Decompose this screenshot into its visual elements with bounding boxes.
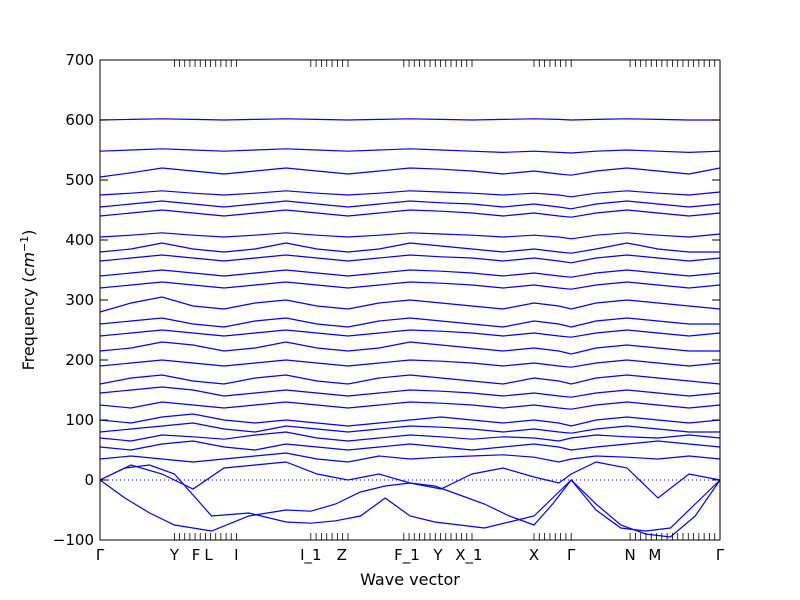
dense-tick-group-3 [403,60,473,540]
x-tick-label: F [192,546,201,564]
x-tick-label: Γ [567,546,576,564]
x-tick-label: I_1 [300,546,321,565]
x-tick-label: Z [337,546,347,564]
band-line-17 [99,281,721,290]
band-line-2 [99,464,721,532]
y-axis-label-unit: cm [19,252,38,276]
x-tick-label: I [234,546,238,564]
y-tick-label: 700 [65,51,94,69]
band-line-21 [99,232,721,240]
band-line-19 [99,254,721,264]
band-line-25 [99,167,721,178]
band-line-20 [99,242,720,254]
y-axis-label-main: Frequency ( [19,276,38,370]
x-tick-label: Y [432,546,443,564]
dense-tick-group-2 [310,60,349,540]
band-line-10 [99,386,721,398]
y-tick-label: 500 [65,171,94,189]
band-line-18 [99,269,721,278]
band-line-14 [99,329,721,338]
band-line-9 [99,401,721,410]
y-tick-label: 600 [65,111,94,129]
dense-tick-group-4 [533,60,572,540]
y-tick-label: 0 [84,471,94,489]
band-line-6 [99,431,721,442]
x-tick-label: X [529,546,539,564]
y-tick-label: 300 [65,291,94,309]
x-axis-label: Wave vector [360,570,460,589]
x-axis-ticks: Γ Y F L I I_1 Z F_1 Y X_1 X Γ N M Γ [96,546,725,565]
x-tick-label: Γ [96,546,105,564]
x-tick-label: Γ [716,546,725,564]
y-axis-label-exp: −1 [18,236,31,252]
plot-area [99,59,721,541]
band-line-23 [99,200,721,210]
band-line-12 [99,359,721,368]
y-tick-label: 100 [65,411,94,429]
y-axis-label-close: ) [19,230,38,236]
y-tick-label: 400 [65,231,94,249]
band-line-22 [99,209,721,218]
band-line-11 [99,374,721,385]
y-axis-label: Frequency (cm−1) [18,230,39,371]
y-axis-ticks: −100 0 100 200 300 400 500 600 700 [53,51,720,549]
band-line-16 [99,296,721,313]
band-line-8 [99,413,721,427]
dense-tick-group-1 [173,60,237,540]
x-tick-label: F_1 [394,546,420,565]
x-tick-label: M [648,546,661,564]
band-line-1 [99,479,721,538]
band-line-26 [99,148,721,154]
band-line-3 [99,461,721,499]
band-line-15 [99,317,720,328]
band-line-5 [99,440,721,451]
x-tick-label: Y [169,546,180,564]
x-tick-label: N [624,546,635,564]
y-tick-label: −100 [53,531,94,549]
band-line-27 [99,118,720,121]
band-line-24 [99,190,721,198]
x-tick-label: X_1 [455,546,482,565]
y-tick-label: 200 [65,351,94,369]
band-line-7 [99,422,720,434]
x-tick-label: L [204,546,213,564]
band-line-13 [99,341,720,355]
dense-tick-group-5 [629,60,721,540]
band-line-4 [99,452,721,463]
